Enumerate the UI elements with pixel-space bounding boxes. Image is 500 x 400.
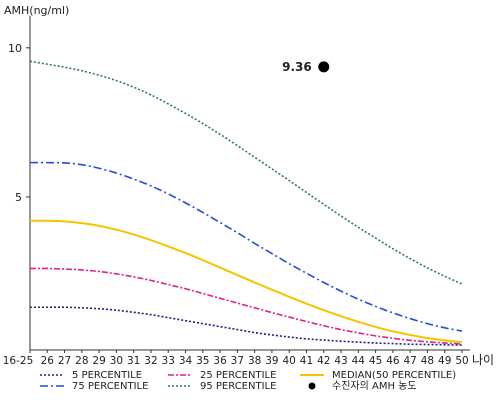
- x-tick-label: 29: [92, 355, 105, 367]
- x-tick-label: 41: [300, 355, 313, 367]
- x-tick-label: 16-25: [3, 355, 34, 367]
- x-tick-label: 28: [75, 355, 88, 367]
- legend: 5 PERCENTILE 25 PERCENTILE MEDIAN(50 PERCE…: [40, 370, 456, 392]
- x-tick-label: 47: [403, 355, 416, 367]
- series-line-95-percentile: [29, 60, 463, 285]
- x-tick-label: 37: [231, 355, 244, 367]
- y-axis-label: AMH(ng/ml): [4, 4, 69, 17]
- x-tick-label: 39: [265, 355, 278, 367]
- x-tick-label: 35: [196, 355, 209, 367]
- x-tick-label: 42: [317, 355, 330, 367]
- series-line-25-percentile: [29, 267, 463, 345]
- x-tick-label: 45: [369, 355, 382, 367]
- legend-label: 75 PERCENTILE: [72, 381, 148, 392]
- annotation-layer: 9.36: [282, 60, 330, 74]
- legend-label: 95 PERCENTILE: [200, 381, 276, 392]
- legend-swatch-patient-point: [308, 382, 316, 390]
- x-tick-label: 30: [110, 355, 123, 367]
- x-tick-label: 40: [283, 355, 296, 367]
- x-tick-label: 36: [213, 355, 227, 367]
- x-tick-label: 46: [386, 355, 400, 367]
- series-layer: [29, 60, 463, 346]
- series-line-75-percentile: [29, 161, 463, 332]
- legend-label: 수진자의 AMH 농도: [332, 380, 417, 392]
- x-ticks: 16-25 26 27 28 29 30 31 32 33 34 35 36 37 38 39 40 41 42 4…: [3, 350, 469, 367]
- y-ticks: 5 10: [8, 42, 30, 204]
- axes: AMH(ng/ml) 나이: [4, 4, 494, 367]
- y-tick-label: 10: [8, 42, 22, 55]
- series-line-median-50-percentile: [29, 219, 463, 344]
- x-tick-label: 26: [41, 355, 55, 367]
- patient-amh-value-label: 9.36: [282, 60, 312, 74]
- y-tick-label: 5: [15, 191, 22, 204]
- x-tick-label: 34: [179, 355, 193, 367]
- patient-amh-point: [318, 61, 330, 73]
- x-axis-label: 나이: [472, 353, 494, 367]
- x-tick-label: 38: [248, 355, 261, 367]
- x-tick-label: 32: [144, 355, 157, 367]
- legend-label: 25 PERCENTILE: [200, 370, 276, 381]
- series-line-5-percentile: [30, 306, 463, 346]
- x-tick-label: 43: [334, 355, 347, 367]
- legend-label: MEDIAN(50 PERCENTILE): [332, 370, 456, 381]
- x-tick-label: 49: [438, 355, 451, 367]
- x-tick-label: 31: [127, 355, 140, 367]
- x-tick-label: 44: [352, 355, 366, 367]
- legend-label: 5 PERCENTILE: [72, 370, 142, 381]
- x-tick-label: 48: [421, 355, 434, 367]
- x-tick-label: 50: [455, 355, 468, 367]
- x-tick-label: 27: [58, 355, 71, 367]
- x-tick-label: 33: [162, 355, 175, 367]
